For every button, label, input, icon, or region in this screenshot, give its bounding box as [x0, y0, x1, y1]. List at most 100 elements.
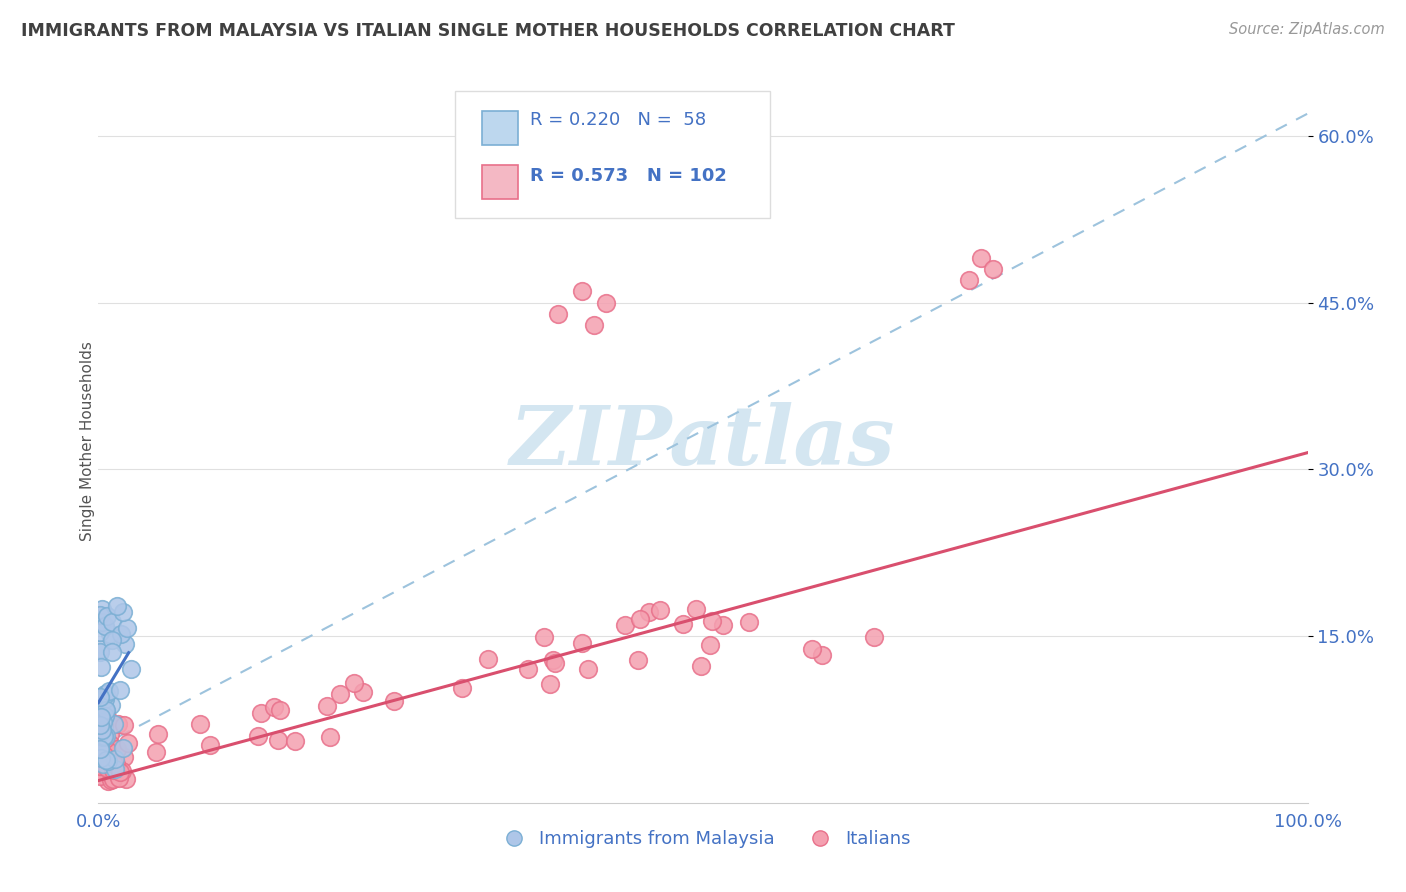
Point: [89, 739, 111, 754]
Point: [96, 761, 118, 775]
Point: [96, 729, 118, 743]
Point: [89, 642, 111, 657]
Point: [101, 764, 124, 778]
Point: [571, 635, 593, 649]
Point: [93, 730, 115, 744]
Point: [89, 692, 111, 706]
Point: [352, 685, 374, 699]
Point: [145, 745, 167, 759]
Point: [89, 624, 111, 639]
Point: [89, 715, 111, 730]
Point: [94, 731, 117, 746]
Point: [93, 713, 115, 727]
Point: [450, 681, 472, 695]
Point: [105, 599, 128, 614]
Point: [105, 742, 128, 756]
Point: [94, 709, 117, 723]
Point: [112, 749, 135, 764]
Point: [96, 710, 118, 724]
Point: [93, 710, 115, 724]
Text: Source: ZipAtlas.com: Source: ZipAtlas.com: [1229, 22, 1385, 37]
Point: [96, 745, 118, 759]
Point: [100, 698, 122, 712]
Point: [89, 758, 111, 772]
Point: [96, 609, 118, 624]
Text: IMMIGRANTS FROM MALAYSIA VS ITALIAN SINGLE MOTHER HOUSEHOLDS CORRELATION CHART: IMMIGRANTS FROM MALAYSIA VS ITALIAN SING…: [21, 22, 955, 40]
Point: [89, 726, 111, 740]
Point: [91, 602, 114, 616]
Point: [89, 721, 111, 735]
Point: [103, 717, 125, 731]
Point: [91, 758, 114, 772]
Point: [89, 756, 111, 771]
Point: [250, 706, 273, 720]
Point: [93, 753, 115, 767]
Point: [93, 723, 115, 737]
Point: [94, 724, 117, 739]
Point: [319, 731, 342, 745]
Point: [89, 769, 111, 783]
Point: [110, 627, 132, 641]
Point: [685, 601, 707, 615]
Point: [89, 742, 111, 756]
Point: [93, 722, 115, 736]
Text: ZIPatlas: ZIPatlas: [510, 401, 896, 482]
Point: [105, 756, 128, 771]
Point: [100, 742, 122, 756]
Point: [115, 772, 138, 787]
Point: [188, 717, 211, 731]
Point: [94, 707, 117, 722]
Point: [863, 630, 886, 644]
Point: [672, 617, 695, 632]
Point: [533, 630, 555, 644]
Point: [957, 273, 980, 287]
Point: [90, 748, 112, 763]
Point: [93, 723, 115, 737]
Point: [103, 756, 125, 771]
Point: [477, 652, 499, 666]
Point: [94, 753, 117, 767]
Point: [576, 662, 599, 676]
Point: [382, 694, 405, 708]
Point: [970, 251, 993, 265]
Point: [146, 727, 169, 741]
Point: [246, 729, 269, 743]
Point: [98, 756, 121, 770]
Point: [89, 695, 111, 709]
Point: [90, 710, 112, 724]
FancyBboxPatch shape: [482, 165, 517, 200]
Point: [96, 756, 118, 770]
Point: [97, 773, 120, 788]
Point: [103, 752, 125, 766]
Point: [543, 657, 565, 671]
Y-axis label: Single Mother Households: Single Mother Households: [80, 342, 94, 541]
Point: [96, 687, 118, 701]
Point: [98, 626, 121, 640]
Point: [91, 714, 114, 729]
Point: [981, 262, 1004, 277]
Point: [90, 660, 112, 674]
Point: [583, 318, 606, 332]
Point: [98, 737, 121, 751]
Point: [711, 618, 734, 632]
Point: [89, 723, 111, 737]
Point: [90, 707, 112, 722]
Point: [538, 677, 561, 691]
Point: [737, 615, 759, 629]
Point: [571, 285, 593, 299]
Point: [89, 730, 111, 744]
Point: [101, 615, 124, 629]
Point: [111, 605, 134, 619]
Point: [93, 619, 115, 633]
FancyBboxPatch shape: [456, 91, 769, 218]
Point: [89, 645, 111, 659]
Point: [547, 307, 569, 321]
Point: [699, 638, 721, 652]
Point: [101, 632, 124, 647]
Point: [108, 771, 131, 785]
Point: [284, 734, 307, 748]
Point: [107, 717, 129, 731]
Point: [103, 763, 125, 777]
Point: [108, 765, 131, 780]
Point: [90, 748, 112, 763]
